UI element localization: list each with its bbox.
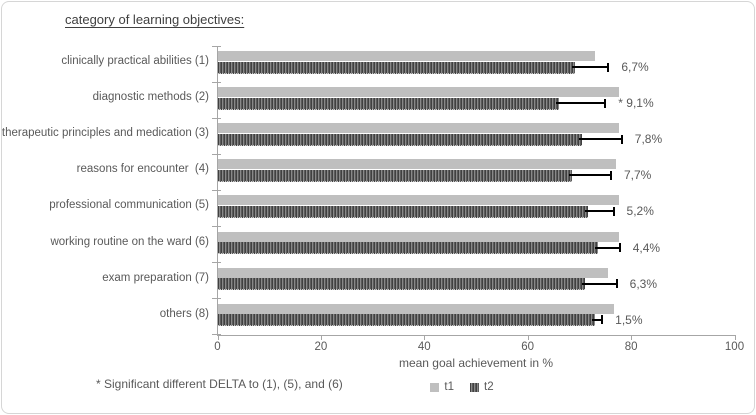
bar-t2 [218, 61, 575, 74]
x-axis-tick [217, 335, 219, 340]
bar-t1 [218, 267, 609, 278]
x-axis-tick [527, 335, 529, 340]
x-tick-label: 20 [314, 341, 328, 353]
data-label: 6,7% [621, 60, 649, 74]
legend-item-t2: t2 [470, 381, 494, 393]
y-axis-tick [212, 334, 221, 336]
y-axis-tick [212, 298, 221, 300]
data-label: 5,2% [626, 204, 654, 219]
bar-t1 [218, 231, 619, 242]
data-label: 4,4% [632, 240, 661, 255]
error-bar-line [556, 102, 607, 105]
error-bar-line [569, 174, 612, 177]
x-axis-title: mean goal achievement in % [398, 356, 554, 370]
error-bar-line [592, 318, 604, 321]
error-bar-cap [604, 98, 607, 108]
legend-item-t1: t1 [430, 381, 454, 393]
error-bar-cap [615, 279, 618, 289]
bar-t2 [218, 169, 573, 182]
error-bar-line [579, 138, 623, 141]
category-label: clinically practical abilities (1) [61, 55, 209, 67]
y-axis-tick [212, 117, 221, 119]
error-bar-cap [620, 134, 623, 144]
x-tick-label: 80 [624, 341, 638, 353]
error-bar-line [571, 66, 610, 68]
chart-title: category of learning objectives: [65, 12, 245, 27]
x-tick-label: 0 [214, 341, 221, 353]
x-tick-label: 60 [521, 341, 535, 353]
bar-t1 [218, 159, 617, 170]
y-axis-tick [212, 81, 221, 83]
bar-t1 [218, 51, 596, 61]
bar-t1 [218, 87, 619, 98]
category-label: exam preparation (7) [102, 271, 209, 284]
category-label: therapeutic principles and medication (3… [1, 127, 209, 140]
x-axis-line [217, 335, 735, 336]
y-axis-tick [212, 226, 221, 227]
bar-t1 [218, 123, 619, 134]
error-bar-cap [609, 170, 612, 180]
data-label: * 9,1% [618, 96, 654, 111]
x-tick-label: 40 [417, 341, 431, 353]
x-tick-label: 100 [724, 341, 745, 353]
t1-swatch-icon [430, 382, 440, 392]
data-label: 7,8% [634, 132, 663, 147]
bar-t2 [218, 278, 586, 291]
data-label: 1,5% [615, 312, 643, 327]
t2-swatch-icon [470, 382, 479, 392]
x-axis-tick [734, 335, 736, 340]
bar-t2 [218, 314, 596, 327]
data-label: 6,3% [629, 276, 657, 291]
legend: t1 t2 [217, 381, 707, 393]
significance-footnote: * Significant different DELTA to (1), (5… [96, 377, 343, 391]
error-bar-cap [618, 243, 621, 252]
category-label: working routine on the ward (6) [50, 235, 209, 248]
bar-t2 [218, 133, 583, 146]
legend-label-t2: t2 [484, 381, 494, 393]
bar-t1 [218, 195, 619, 206]
x-axis-tick [320, 335, 322, 340]
y-axis-tick [212, 189, 221, 191]
x-axis-tick [424, 335, 426, 340]
y-axis-tick [212, 262, 221, 264]
error-bar-line [584, 210, 615, 213]
category-label: others (8) [159, 307, 209, 320]
x-axis-tick [631, 335, 633, 340]
y-axis-tick [212, 153, 221, 155]
bar-t2 [218, 97, 560, 110]
error-bar-cap [612, 206, 615, 216]
error-bar-cap [607, 62, 610, 72]
bar-t2 [218, 242, 598, 254]
error-bar-line [582, 282, 618, 285]
bar-t1 [218, 303, 614, 314]
category-label: professional communication (5) [49, 199, 209, 212]
data-label: 7,7% [623, 168, 652, 183]
bar-t2 [218, 205, 588, 218]
legend-label-t1: t1 [444, 381, 454, 393]
category-label: reasons for encounter (4) [76, 163, 209, 176]
y-axis-tick [212, 45, 221, 47]
error-bar-cap [601, 315, 604, 325]
error-bar-line [594, 246, 621, 249]
category-label: diagnostic methods (2) [92, 91, 209, 104]
